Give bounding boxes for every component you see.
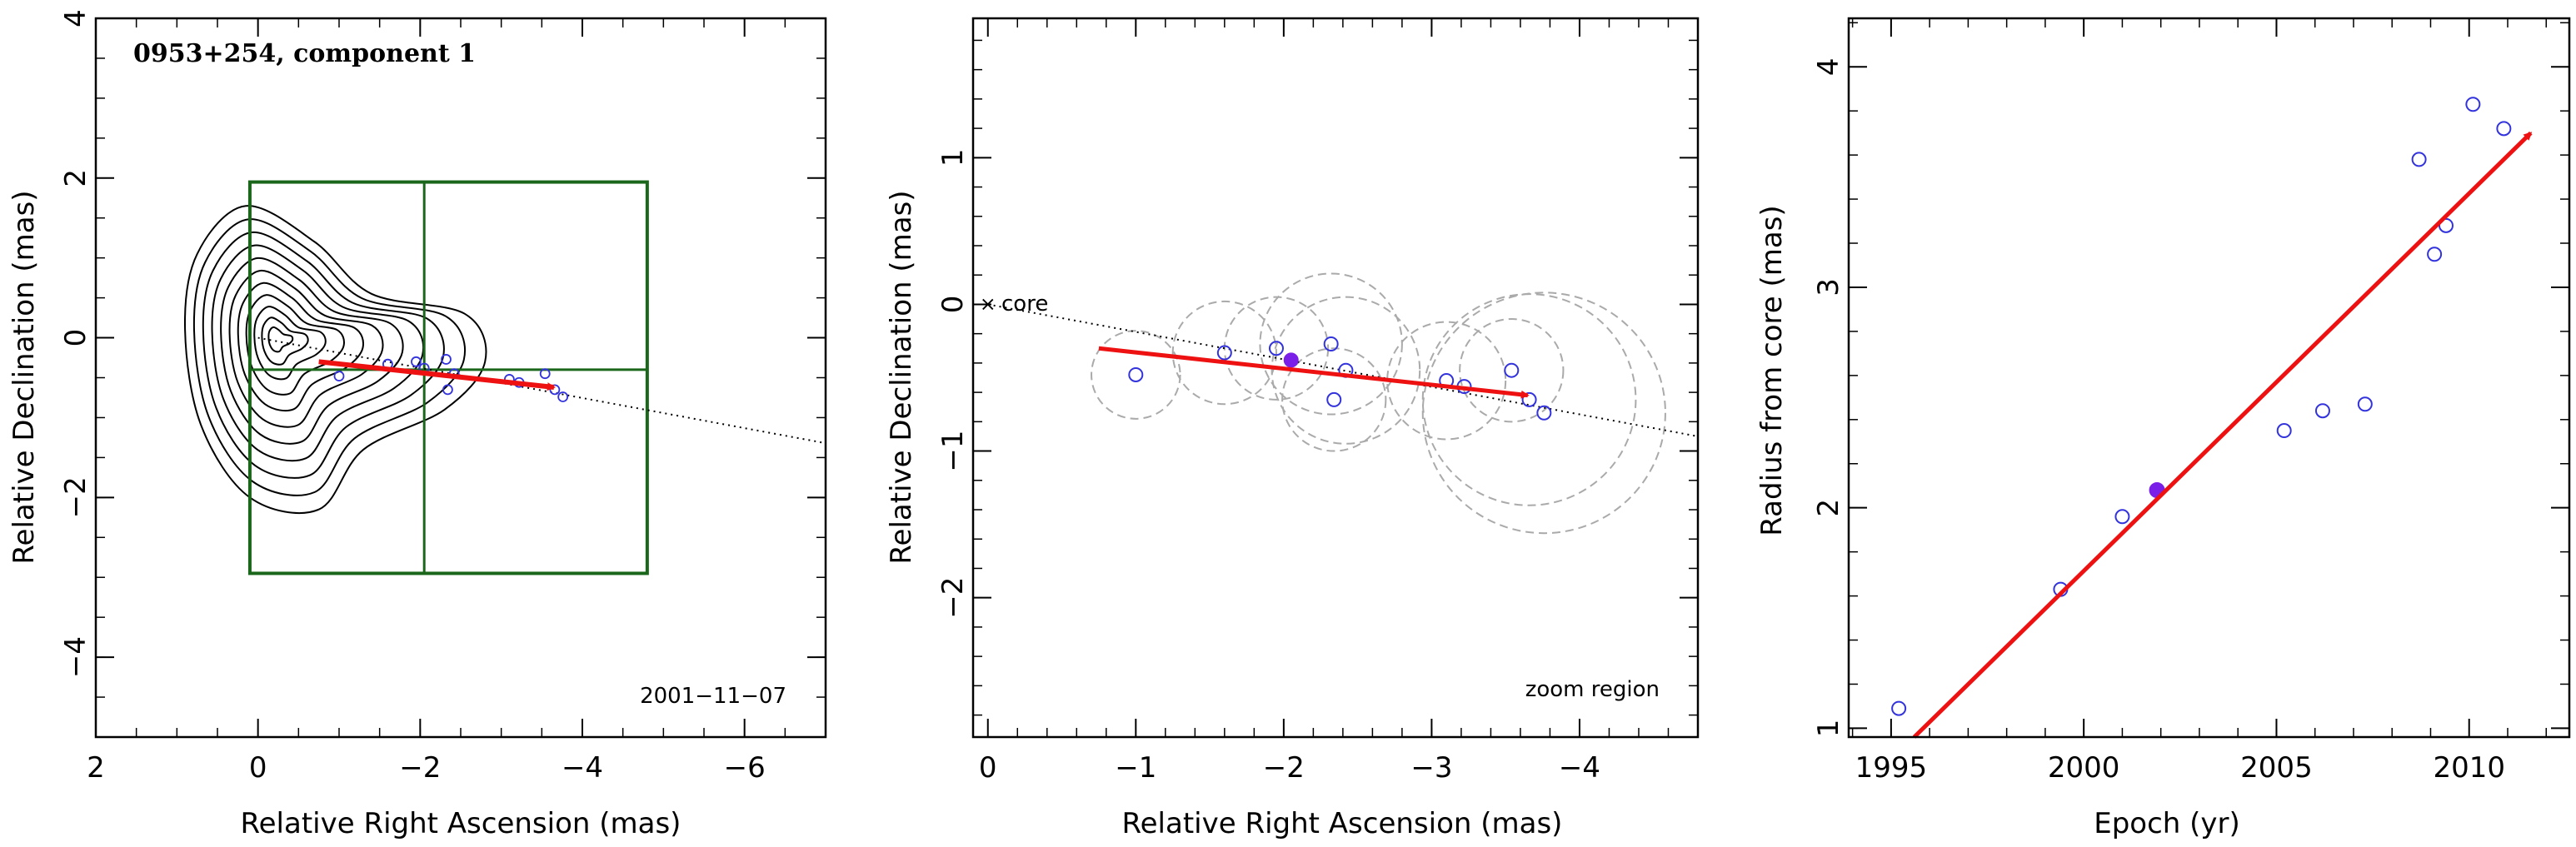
x-tick-label: −2: [399, 751, 441, 785]
x-tick-label: 2000: [2048, 751, 2120, 785]
contour-line: [202, 231, 445, 479]
y-axis-title: Radius from core (mas): [1755, 205, 1789, 536]
plot-frame: [1847, 17, 2571, 739]
contour-line: [261, 316, 309, 366]
panel-contour-map: 2 0 −2 −4 −6 −4 −2 0 2 4 0953+254, component 1 20…: [7, 9, 827, 840]
x-tick-label: 2010: [2433, 751, 2505, 785]
contour-line: [245, 294, 345, 396]
data-point: [1323, 336, 1339, 351]
component-marker: [333, 371, 345, 381]
data-point: [2357, 396, 2373, 412]
motion-arrow: [1098, 346, 1530, 399]
y-axis-title: Relative Declination (mas): [7, 190, 41, 564]
fit-arrow: [1912, 131, 2533, 739]
data-point: [2314, 403, 2330, 419]
y-tick-label: −4: [59, 636, 92, 678]
x-tick-label: −3: [1410, 751, 1452, 785]
beam-circle: [1223, 296, 1330, 401]
component-marker: [442, 384, 453, 396]
contour-line: [211, 244, 425, 462]
contour-line: [237, 282, 364, 412]
panel-radius-vs-epoch: 1995 2000 2005 2010 1 2 3 4 Epoch (yr) Radius f…: [1755, 17, 2571, 840]
beam-circle: [1421, 293, 1637, 506]
contour-line: [253, 306, 327, 381]
plot-frame: [971, 17, 1700, 739]
panel-title: 0953+254, component 1: [133, 39, 476, 68]
core-label: core: [1001, 291, 1048, 316]
y-tick-label: −2: [59, 476, 92, 518]
axes: 0 −1 −2 −3 −4 −2 −1 0 1: [936, 17, 1700, 785]
x-axis-title: Relative Right Ascension (mas): [1122, 807, 1563, 840]
beam-circle: [1421, 291, 1666, 535]
x-tick-label: −6: [724, 751, 766, 785]
y-tick-label: 4: [1812, 57, 1845, 76]
y-tick-label: 4: [59, 9, 92, 27]
data-point: [1128, 366, 1144, 382]
data-point: [2427, 247, 2443, 262]
component-marker: [539, 368, 551, 380]
beam-circle: [1259, 272, 1403, 416]
beam-circle: [1281, 347, 1387, 452]
x-tick-label: 2005: [2240, 751, 2313, 785]
zoom-box: [247, 180, 649, 575]
contour-plot-area: [183, 180, 826, 575]
date-label: 2001−11−07: [640, 684, 786, 709]
x-tick-label: −2: [1263, 751, 1305, 785]
radius-plot-area: [1891, 97, 2533, 739]
x-tick-label: −4: [1559, 751, 1600, 785]
component-marker: [441, 354, 452, 365]
data-point: [2114, 509, 2130, 525]
x-tick-label: −1: [1115, 751, 1156, 785]
y-tick-label: 1: [1812, 720, 1845, 738]
beam-circle: [1386, 321, 1507, 441]
data-point: [2465, 97, 2481, 112]
x-tick-label: 0: [979, 751, 997, 785]
contour-line: [228, 269, 384, 428]
axes: 1995 2000 2005 2010 1 2 3 4: [1812, 17, 2571, 785]
contour-line: [220, 257, 404, 445]
zoom-region-label: zoom region: [1525, 677, 1660, 702]
jet-direction-line: [257, 336, 826, 445]
x-tick-label: 1995: [1855, 751, 1928, 785]
data-point: [2411, 152, 2427, 167]
y-tick-label: 0: [936, 296, 970, 314]
zoom-plot-area: [982, 272, 1699, 535]
x-tick-label: 2: [87, 751, 105, 785]
motion-arrow: [318, 359, 556, 391]
y-tick-label: 3: [1812, 278, 1845, 296]
component-marker: [557, 391, 569, 402]
jet-direction-line: [987, 303, 1699, 437]
y-axis-title: Relative Declination (mas): [885, 190, 918, 564]
data-point: [1536, 405, 1552, 421]
x-tick-label: 0: [249, 751, 267, 785]
panel-zoom-region: 0 −1 −2 −3 −4 −2 −1 0 1 zoom region core Relativ…: [885, 17, 1700, 840]
beam-circle: [1171, 300, 1277, 406]
y-tick-label: −1: [936, 430, 970, 471]
contour-line: [267, 326, 294, 353]
contour-line: [183, 205, 487, 514]
beam-circle: [1091, 330, 1181, 420]
y-tick-label: 0: [59, 329, 92, 347]
x-axis-title: Relative Right Ascension (mas): [241, 807, 681, 840]
data-point: [1268, 341, 1284, 356]
x-tick-label: −4: [562, 751, 603, 785]
y-tick-label: 2: [59, 169, 92, 187]
x-axis-title: Epoch (yr): [2094, 807, 2240, 840]
beam-circle: [1459, 318, 1565, 423]
data-point: [1216, 345, 1232, 361]
axes: 2 0 −2 −4 −6 −4 −2 0 2 4: [59, 9, 827, 785]
beam-circle: [1271, 296, 1421, 445]
data-point: [2276, 423, 2292, 439]
y-tick-label: 2: [1812, 499, 1845, 517]
y-tick-label: 1: [936, 148, 970, 167]
data-point: [2496, 121, 2512, 137]
data-point: [1326, 391, 1342, 407]
data-point: [1504, 362, 1520, 378]
component-marker: [411, 356, 422, 367]
y-tick-label: −2: [936, 577, 970, 619]
highlight-point: [1283, 352, 1299, 368]
data-point: [1891, 700, 1907, 716]
